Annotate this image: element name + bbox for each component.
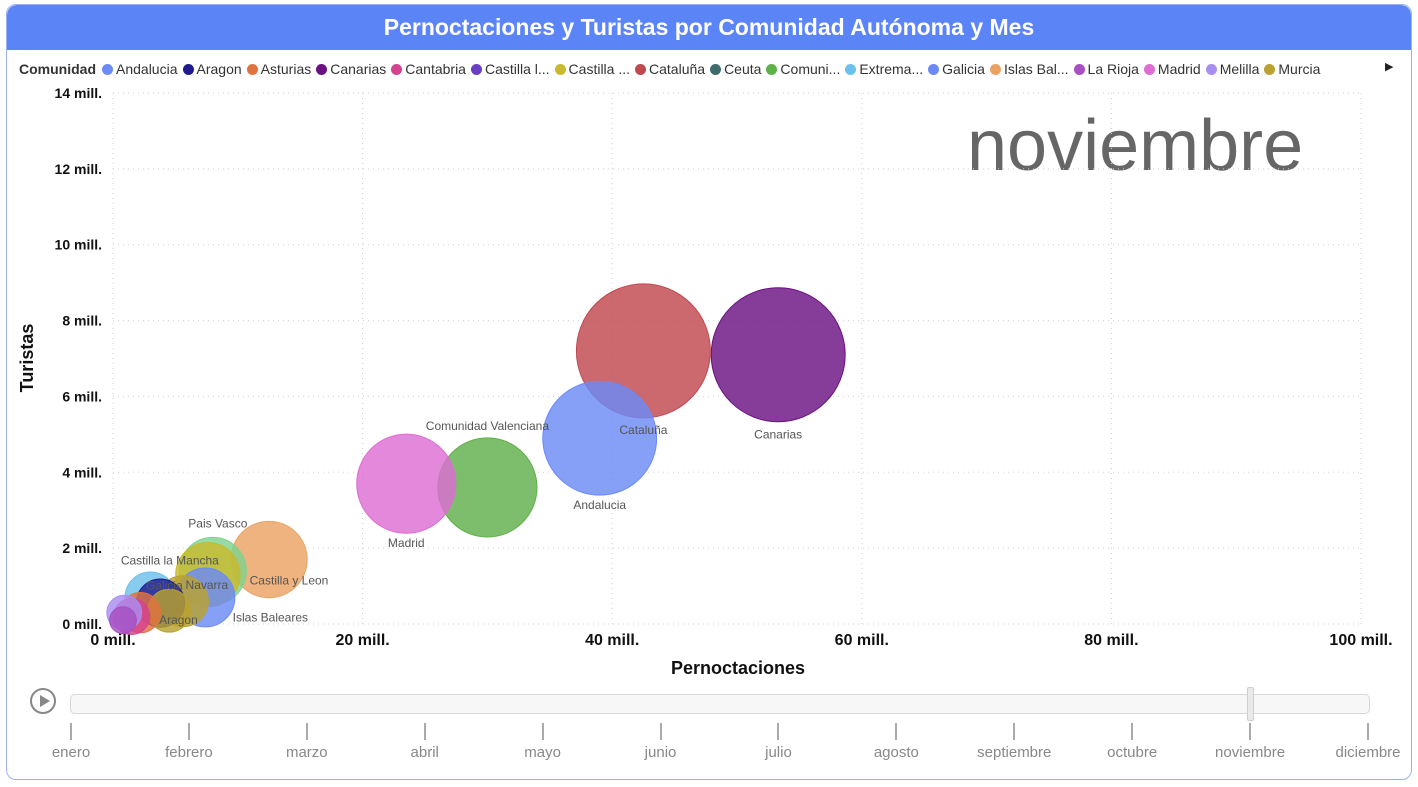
legend-item[interactable]: Andalucia: [102, 61, 178, 77]
chart-title: Pernoctaciones y Turistas por Comunidad …: [383, 14, 1035, 40]
legend-label: Ceuta: [724, 61, 762, 77]
legend-swatch: [554, 63, 566, 75]
legend-label: Aragon: [196, 61, 242, 77]
legend-item[interactable]: Cataluña: [635, 61, 705, 77]
legend-label: Cataluña: [649, 61, 706, 77]
legend-swatch: [845, 63, 857, 75]
legend-item[interactable]: Castilla ...: [554, 61, 631, 77]
legend-label: Cantabria: [405, 61, 466, 77]
timeline-month-label[interactable]: mayo: [524, 744, 561, 761]
legend-item[interactable]: Extrema...: [845, 61, 923, 77]
legend-swatch: [1264, 63, 1276, 75]
legend-swatch: [1073, 63, 1085, 75]
legend-item[interactable]: Castilla l...: [470, 61, 550, 77]
legend-swatch: [989, 63, 1001, 75]
legend-label: Canarias: [330, 61, 387, 77]
legend-swatch: [1143, 63, 1155, 75]
legend-items: Andalucia Aragon Asturias Canarias Cantabria…: [102, 61, 1325, 77]
legend-item[interactable]: La Rioja: [1073, 61, 1139, 77]
timeline-tick: [895, 723, 898, 740]
timeline-tick: [1131, 723, 1134, 740]
legend-swatch: [710, 63, 722, 75]
legend-label: Islas Bal...: [1003, 61, 1069, 77]
current-month-label: noviembre: [967, 106, 1304, 186]
legend-label: La Rioja: [1087, 61, 1139, 77]
legend-swatch: [182, 63, 194, 75]
legend-label: Andalucia: [116, 61, 178, 77]
legend-swatch: [766, 63, 778, 75]
timeline-month-label[interactable]: junio: [644, 744, 677, 761]
title-bar: Pernoctaciones y Turistas por Comunidad …: [7, 5, 1411, 50]
legend-next-icon[interactable]: ▶: [1385, 61, 1394, 73]
legend-item[interactable]: Aragon: [182, 61, 242, 77]
timeline-month-label[interactable]: abril: [410, 744, 439, 761]
timeline-tick: [659, 723, 662, 740]
legend-item[interactable]: Madrid: [1143, 61, 1201, 77]
legend-swatch: [391, 63, 403, 75]
legend[interactable]: Comunidad Andalucia Aragon Asturias Canaria…: [19, 58, 1399, 80]
legend-swatch: [928, 63, 940, 75]
timeline-month-label[interactable]: septiembre: [977, 744, 1052, 761]
legend-label: Comuni...: [780, 61, 841, 77]
legend-item[interactable]: Asturias: [246, 61, 312, 77]
legend-label: Asturias: [260, 61, 312, 77]
legend-item[interactable]: Ceuta: [710, 61, 761, 77]
chart-card: Pernoctaciones y Turistas por Comunidad …: [6, 4, 1412, 780]
legend-item[interactable]: Murcia: [1264, 61, 1320, 77]
timeline-month-label[interactable]: agosto: [873, 744, 919, 761]
legend-item[interactable]: Comuni...: [766, 61, 840, 77]
legend-swatch: [1205, 63, 1217, 75]
legend-item[interactable]: Canarias: [316, 61, 386, 77]
timeline-month-label[interactable]: julio: [765, 744, 792, 761]
legend-item[interactable]: Cantabria: [391, 61, 466, 77]
legend-item[interactable]: Galicia: [928, 61, 985, 77]
timeline-month-label[interactable]: octubre: [1107, 744, 1158, 761]
legend-label: Castilla l...: [484, 61, 550, 77]
legend-title: Comunidad: [19, 61, 96, 77]
legend-label: Galicia: [942, 61, 985, 77]
legend-swatch: [102, 63, 113, 75]
legend-label: Melilla: [1219, 61, 1260, 77]
legend-label: Castilla ...: [568, 61, 631, 77]
legend-swatch: [246, 63, 258, 75]
timeline-month-label[interactable]: diciembre: [1335, 744, 1401, 761]
timeline-tick: [1013, 723, 1016, 740]
timeline-month-label[interactable]: febrero: [165, 744, 213, 761]
legend-item[interactable]: Melilla: [1205, 61, 1260, 77]
timeline-tick: [541, 723, 544, 740]
timeline-tick: [777, 723, 780, 740]
legend-swatch: [635, 63, 647, 75]
timeline-tick: [1249, 723, 1252, 740]
legend-label: Extrema...: [859, 61, 924, 77]
timeline-tick: [70, 723, 72, 740]
legend-label: Murcia: [1278, 61, 1321, 77]
timeline-tick: [423, 723, 426, 740]
timeline-month-label[interactable]: marzo: [285, 744, 328, 761]
legend-swatch: [470, 63, 482, 75]
timeline-tick: [1367, 723, 1369, 740]
legend-swatch: [316, 63, 328, 75]
timeline-track[interactable]: [70, 694, 1370, 714]
legend-item[interactable]: Islas Bal...: [989, 61, 1069, 77]
timeline-tick: [187, 723, 190, 740]
timeline-month-label[interactable]: enero: [51, 744, 91, 761]
timeline-month-label[interactable]: noviembre: [1215, 744, 1286, 761]
timeline-tick: [305, 723, 308, 740]
legend-label: Madrid: [1157, 61, 1201, 77]
timeline-handle[interactable]: [1247, 687, 1254, 721]
play-button[interactable]: [30, 688, 56, 714]
